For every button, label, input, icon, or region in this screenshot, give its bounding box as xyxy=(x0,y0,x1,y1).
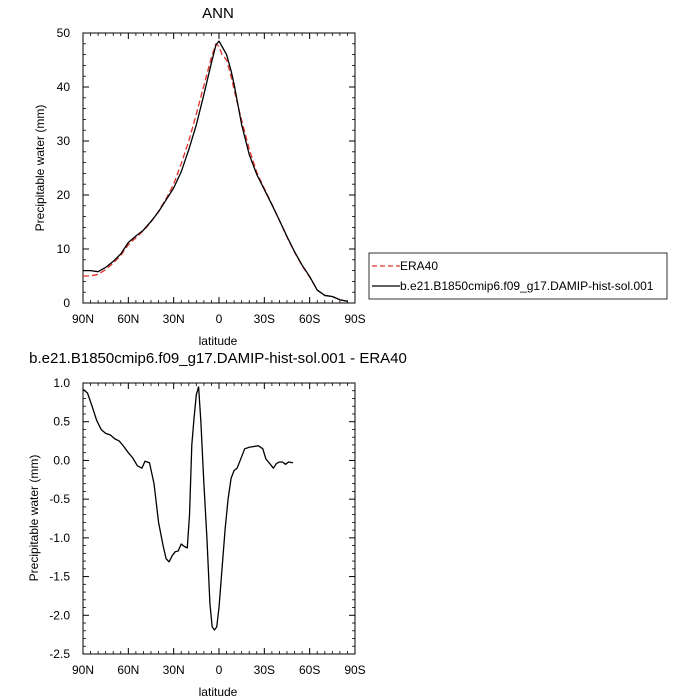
bottom-plot-frame xyxy=(82,382,356,655)
bottom-ytick-label: 0.0 xyxy=(53,453,70,467)
bottom-ytick-label: 0.5 xyxy=(53,415,70,429)
bottom-xtick-label: 0 xyxy=(216,663,223,677)
bottom-panel: b.e21.B1850cmip6.f09_g17.DAMIP-hist-sol.… xyxy=(27,350,407,699)
legend: ERA40 b.e21.B1850cmip6.f09_g17.DAMIP-his… xyxy=(368,252,668,300)
top-xtick-label: 0 xyxy=(216,312,223,326)
top-ytick-label: 10 xyxy=(57,242,71,256)
top-ytick-label: 40 xyxy=(57,80,71,94)
bottom-ytick-label: -2.5 xyxy=(49,647,70,661)
bottom-ticks: 90N 60N 30N 0 30S 60S 90S 1.0 0.5 0.0 -0.5 -1.0 -1.5… xyxy=(49,376,365,677)
bottom-xtick-label: 60S xyxy=(299,663,320,677)
legend-label-model: b.e21.B1850cmip6.f09_g17.DAMIP-hist-sol.… xyxy=(400,279,654,293)
bottom-ylabel: Precipitable water (mm) xyxy=(27,455,41,582)
bottom-ytick-label: -2.0 xyxy=(49,608,70,622)
top-xtick-label: 60S xyxy=(299,312,320,326)
legend-box xyxy=(368,252,668,300)
top-lines xyxy=(83,40,348,303)
bottom-xlabel: latitude xyxy=(199,685,238,699)
top-ytick-label: 30 xyxy=(57,134,71,148)
top-ylabel: Precipitable water (mm) xyxy=(33,105,47,232)
bottom-xtick-label: 30S xyxy=(254,663,275,677)
top-xtick-label: 90S xyxy=(344,312,365,326)
bottom-xtick-label: 60N xyxy=(117,663,139,677)
bottom-xtick-label: 90N xyxy=(72,663,94,677)
bottom-title: b.e21.B1850cmip6.f09_g17.DAMIP-hist-sol.… xyxy=(29,350,407,367)
bottom-xtick-label: 30N xyxy=(163,663,185,677)
bottom-ytick-label: -0.5 xyxy=(49,492,70,506)
top-ticks: 90N 60N 30N 0 30S 60S 90S 0 10 20 30 40 50 xyxy=(57,26,366,326)
bottom-ytick-label: -1.0 xyxy=(49,531,70,545)
bottom-xtick-label: 90S xyxy=(344,663,365,677)
bottom-lines xyxy=(82,386,294,631)
top-ytick-label: 50 xyxy=(57,26,71,40)
top-series-line-model xyxy=(83,40,348,303)
legend-label-era40: ERA40 xyxy=(400,259,438,273)
top-xtick-label: 30S xyxy=(254,312,275,326)
top-xtick-label: 30N xyxy=(163,312,185,326)
top-xlabel: latitude xyxy=(199,334,238,348)
top-xtick-label: 60N xyxy=(117,312,139,326)
top-plot-frame xyxy=(82,32,356,304)
top-ytick-label: 20 xyxy=(57,188,71,202)
bottom-series-line-model xyxy=(82,386,294,631)
bottom-ytick-label: 1.0 xyxy=(53,376,70,390)
top-panel: ANN 90N 60N 30N 0 30S 60S 90S 0 10 20 30 40 50 latit… xyxy=(33,5,366,348)
top-xtick-label: 90N xyxy=(72,312,94,326)
top-title: ANN xyxy=(202,5,234,22)
bottom-ytick-label: -1.5 xyxy=(49,570,70,584)
top-ytick-label: 0 xyxy=(63,296,70,310)
top-series-line-era40 xyxy=(83,43,348,303)
